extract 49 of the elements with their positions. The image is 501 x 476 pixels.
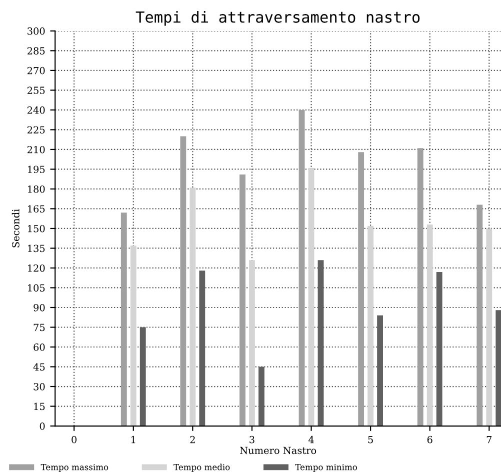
y-tick-label: 60: [34, 343, 45, 351]
y-tick-label: 285: [27, 47, 45, 55]
y-tick-label: 105: [28, 284, 45, 292]
legend-label: Tempo massimo: [40, 464, 108, 472]
y-tick-label: 165: [28, 205, 45, 213]
bar: [368, 226, 374, 426]
y-tick-label: 0: [40, 422, 45, 430]
y-tick-label: 300: [28, 27, 45, 35]
y-tick-label: 90: [34, 304, 45, 312]
x-tick-label: 6: [427, 436, 432, 444]
x-axis-title: Numero Nastro: [240, 446, 316, 454]
y-tick-label: 30: [34, 382, 45, 390]
y-tick-label: 135: [28, 244, 45, 252]
y-tick-label: 75: [34, 324, 45, 332]
y-tick-label: 150: [28, 224, 45, 232]
x-tick-label: 2: [190, 436, 195, 444]
y-tick-label: 15: [34, 402, 45, 410]
bar: [249, 260, 255, 426]
bar: [190, 188, 196, 426]
y-tick-label: 270: [27, 66, 45, 74]
y-tick-label: 225: [27, 126, 45, 134]
legend-label: Tempo medio: [174, 464, 230, 472]
bar: [476, 204, 483, 426]
bar: [486, 228, 492, 426]
bar: [417, 148, 424, 426]
y-tick-label: 195: [28, 166, 45, 174]
x-tick-label: 5: [368, 436, 373, 444]
x-tick-label: 1: [131, 436, 136, 444]
x-tick-label: 0: [72, 436, 77, 444]
y-tick-label: 210: [27, 146, 45, 154]
y-tick-label: 180: [28, 185, 45, 193]
x-tick-label: 7: [486, 436, 492, 444]
bar: [298, 110, 305, 426]
bar: [240, 174, 246, 426]
y-tick-label: 240: [27, 106, 45, 114]
x-tick-label: 4: [308, 436, 314, 444]
bar: [130, 246, 136, 426]
y-tick-label: 45: [33, 363, 45, 371]
bar: [120, 212, 127, 426]
legend-label: Tempo minimo: [295, 464, 357, 472]
bar: [180, 136, 186, 426]
y-tick-label: 120: [28, 264, 45, 272]
y-axis-title: Secondi: [12, 209, 20, 248]
x-tick-label: 3: [250, 436, 254, 444]
y-tick-label: 255: [27, 86, 45, 94]
chart-title: Tempi di attraversamento nastro: [136, 11, 420, 26]
bar: [426, 224, 433, 426]
bar: [358, 152, 364, 426]
bar: [308, 168, 314, 426]
